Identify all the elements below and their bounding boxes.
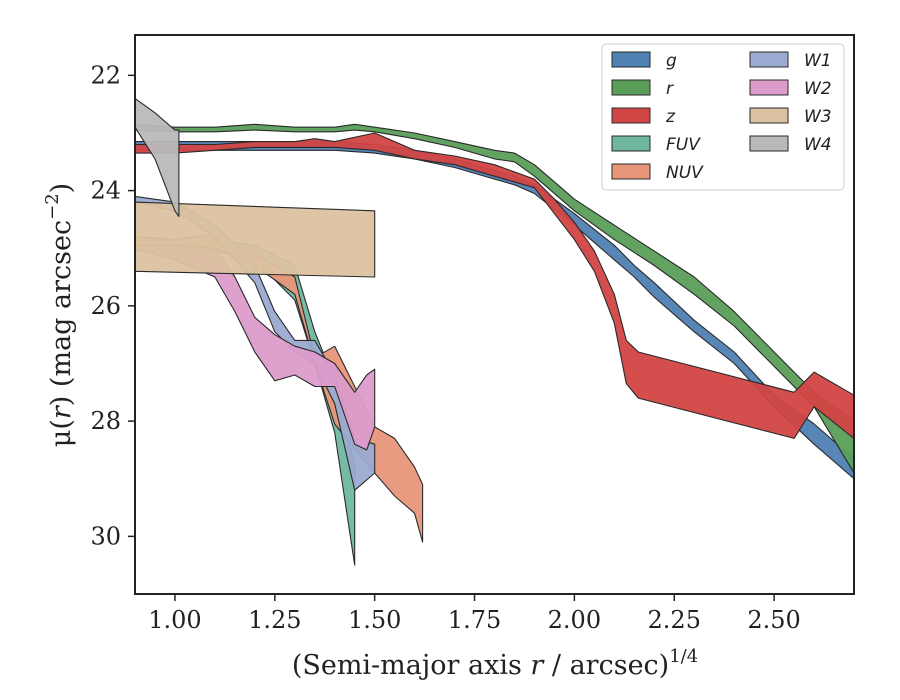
legend-label-g: g	[666, 51, 677, 71]
band-area-w4	[135, 97, 180, 218]
legend-label-w3: W3	[804, 107, 832, 127]
legend-swatch-w3	[749, 107, 789, 124]
legend-swatch-fuv	[611, 135, 651, 152]
band-areas	[135, 97, 854, 566]
x-tick-label: 1.75	[448, 606, 501, 634]
x-axis-label-main: (Semi-major axis	[292, 650, 531, 681]
legend-swatch-z	[611, 107, 651, 124]
y-axis-label-end: )	[46, 183, 77, 194]
x-axis-label-mid: / arcsec)	[543, 650, 669, 681]
x-tick-label: 2.50	[747, 606, 800, 634]
band-area-w2	[135, 244, 376, 451]
legend-swatch-w2	[749, 79, 789, 96]
y-axis-label-var: r	[46, 404, 77, 419]
y-tick-label: 30	[90, 522, 121, 550]
x-tick-label: 2.25	[648, 606, 701, 634]
y-axis-label-mid: ) (mag arcsec	[46, 220, 77, 406]
x-axis-ticks: 1.00 1.25 1.50 1.75 2.00 2.25 2.50	[148, 594, 801, 634]
x-tick-label: 1.50	[348, 606, 401, 634]
legend-label-w2: W2	[804, 79, 832, 99]
legend-swatch-w4	[749, 135, 789, 152]
x-axis-label: (Semi-major axis r / arcsec)1/4	[292, 646, 698, 681]
legend-label-nuv: NUV	[666, 163, 704, 183]
legend-swatch-r	[611, 79, 651, 96]
y-axis-label: μ(r) (mag arcsec−2)	[42, 183, 77, 447]
x-tick-label: 1.25	[248, 606, 301, 634]
x-axis-label-superscript: 1/4	[669, 646, 698, 667]
y-tick-label: 24	[90, 177, 121, 205]
legend-label-fuv: FUV	[666, 135, 701, 155]
legend-swatch-w1	[749, 51, 789, 68]
band-area-r	[135, 123, 854, 474]
band-area-z	[135, 132, 854, 439]
legend: grz FUV NUV W1 W2 W3 W4	[601, 43, 845, 191]
y-axis-label-main: μ(	[46, 419, 77, 447]
y-axis-ticks: 22 24 26 28 30	[90, 61, 135, 550]
legend-label-w4: W4	[804, 135, 832, 155]
x-axis-label-var: r	[530, 650, 545, 681]
x-tick-label: 2.00	[548, 606, 601, 634]
legend-label-w1: W1	[804, 51, 832, 71]
x-tick-label: 1.00	[148, 606, 201, 634]
legend-label-r: r	[666, 79, 674, 99]
plot-frame	[134, 34, 855, 595]
y-tick-label: 22	[90, 61, 121, 89]
legend-swatch-nuv	[611, 163, 651, 180]
y-tick-label: 26	[90, 292, 121, 320]
y-tick-label: 28	[90, 407, 121, 435]
y-axis-label-superscript: −2	[42, 193, 63, 220]
legend-swatch-g	[611, 51, 651, 68]
band-area-w3	[135, 201, 376, 278]
legend-label-z: z	[665, 107, 676, 127]
